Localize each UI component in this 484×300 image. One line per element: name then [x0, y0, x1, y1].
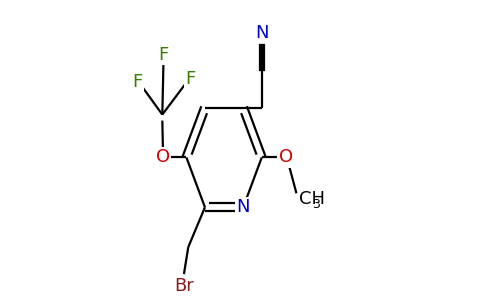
- Text: CH: CH: [300, 190, 325, 208]
- Text: N: N: [256, 24, 269, 42]
- Text: 3: 3: [312, 198, 320, 211]
- Text: O: O: [279, 148, 293, 166]
- Text: N: N: [237, 198, 250, 216]
- Text: Br: Br: [174, 277, 194, 295]
- Text: F: F: [133, 73, 143, 91]
- Text: F: F: [185, 70, 195, 88]
- Text: O: O: [156, 148, 170, 166]
- Text: F: F: [158, 46, 169, 64]
